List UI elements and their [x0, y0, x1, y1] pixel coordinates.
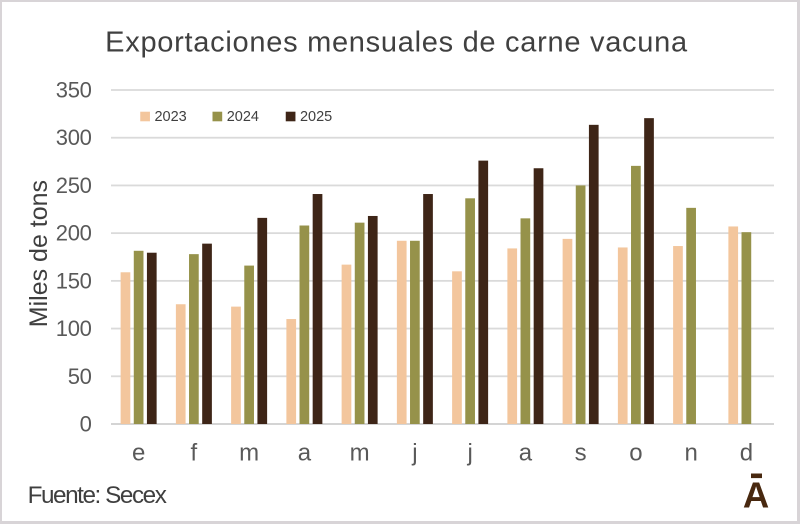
svg-text:Miles de tons: Miles de tons: [25, 180, 53, 327]
svg-text:250: 250: [56, 173, 92, 198]
svg-text:Exportaciones mensuales de car: Exportaciones mensuales de carne vacuna: [105, 26, 688, 58]
svg-text:300: 300: [56, 125, 92, 150]
svg-text:o: o: [629, 440, 642, 467]
svg-text:d: d: [740, 440, 753, 467]
svg-text:200: 200: [56, 221, 92, 246]
svg-text:A: A: [743, 475, 769, 516]
svg-text:j: j: [411, 440, 417, 467]
svg-text:j: j: [466, 440, 472, 467]
svg-text:150: 150: [56, 268, 92, 293]
svg-text:m: m: [239, 440, 259, 467]
svg-text:100: 100: [56, 316, 92, 341]
svg-text:2024: 2024: [227, 109, 259, 125]
svg-text:350: 350: [56, 78, 92, 103]
svg-text:a: a: [519, 440, 533, 467]
svg-text:2023: 2023: [154, 109, 186, 125]
svg-text:e: e: [132, 440, 145, 467]
svg-text:f: f: [191, 440, 198, 467]
svg-text:Fuente: Secex: Fuente: Secex: [28, 482, 167, 509]
svg-text:0: 0: [80, 412, 92, 437]
svg-text:s: s: [575, 440, 587, 467]
svg-text:50: 50: [68, 364, 92, 389]
svg-text:2025: 2025: [300, 109, 332, 125]
svg-text:n: n: [684, 440, 697, 467]
svg-text:m: m: [350, 440, 370, 467]
svg-text:a: a: [298, 440, 312, 467]
